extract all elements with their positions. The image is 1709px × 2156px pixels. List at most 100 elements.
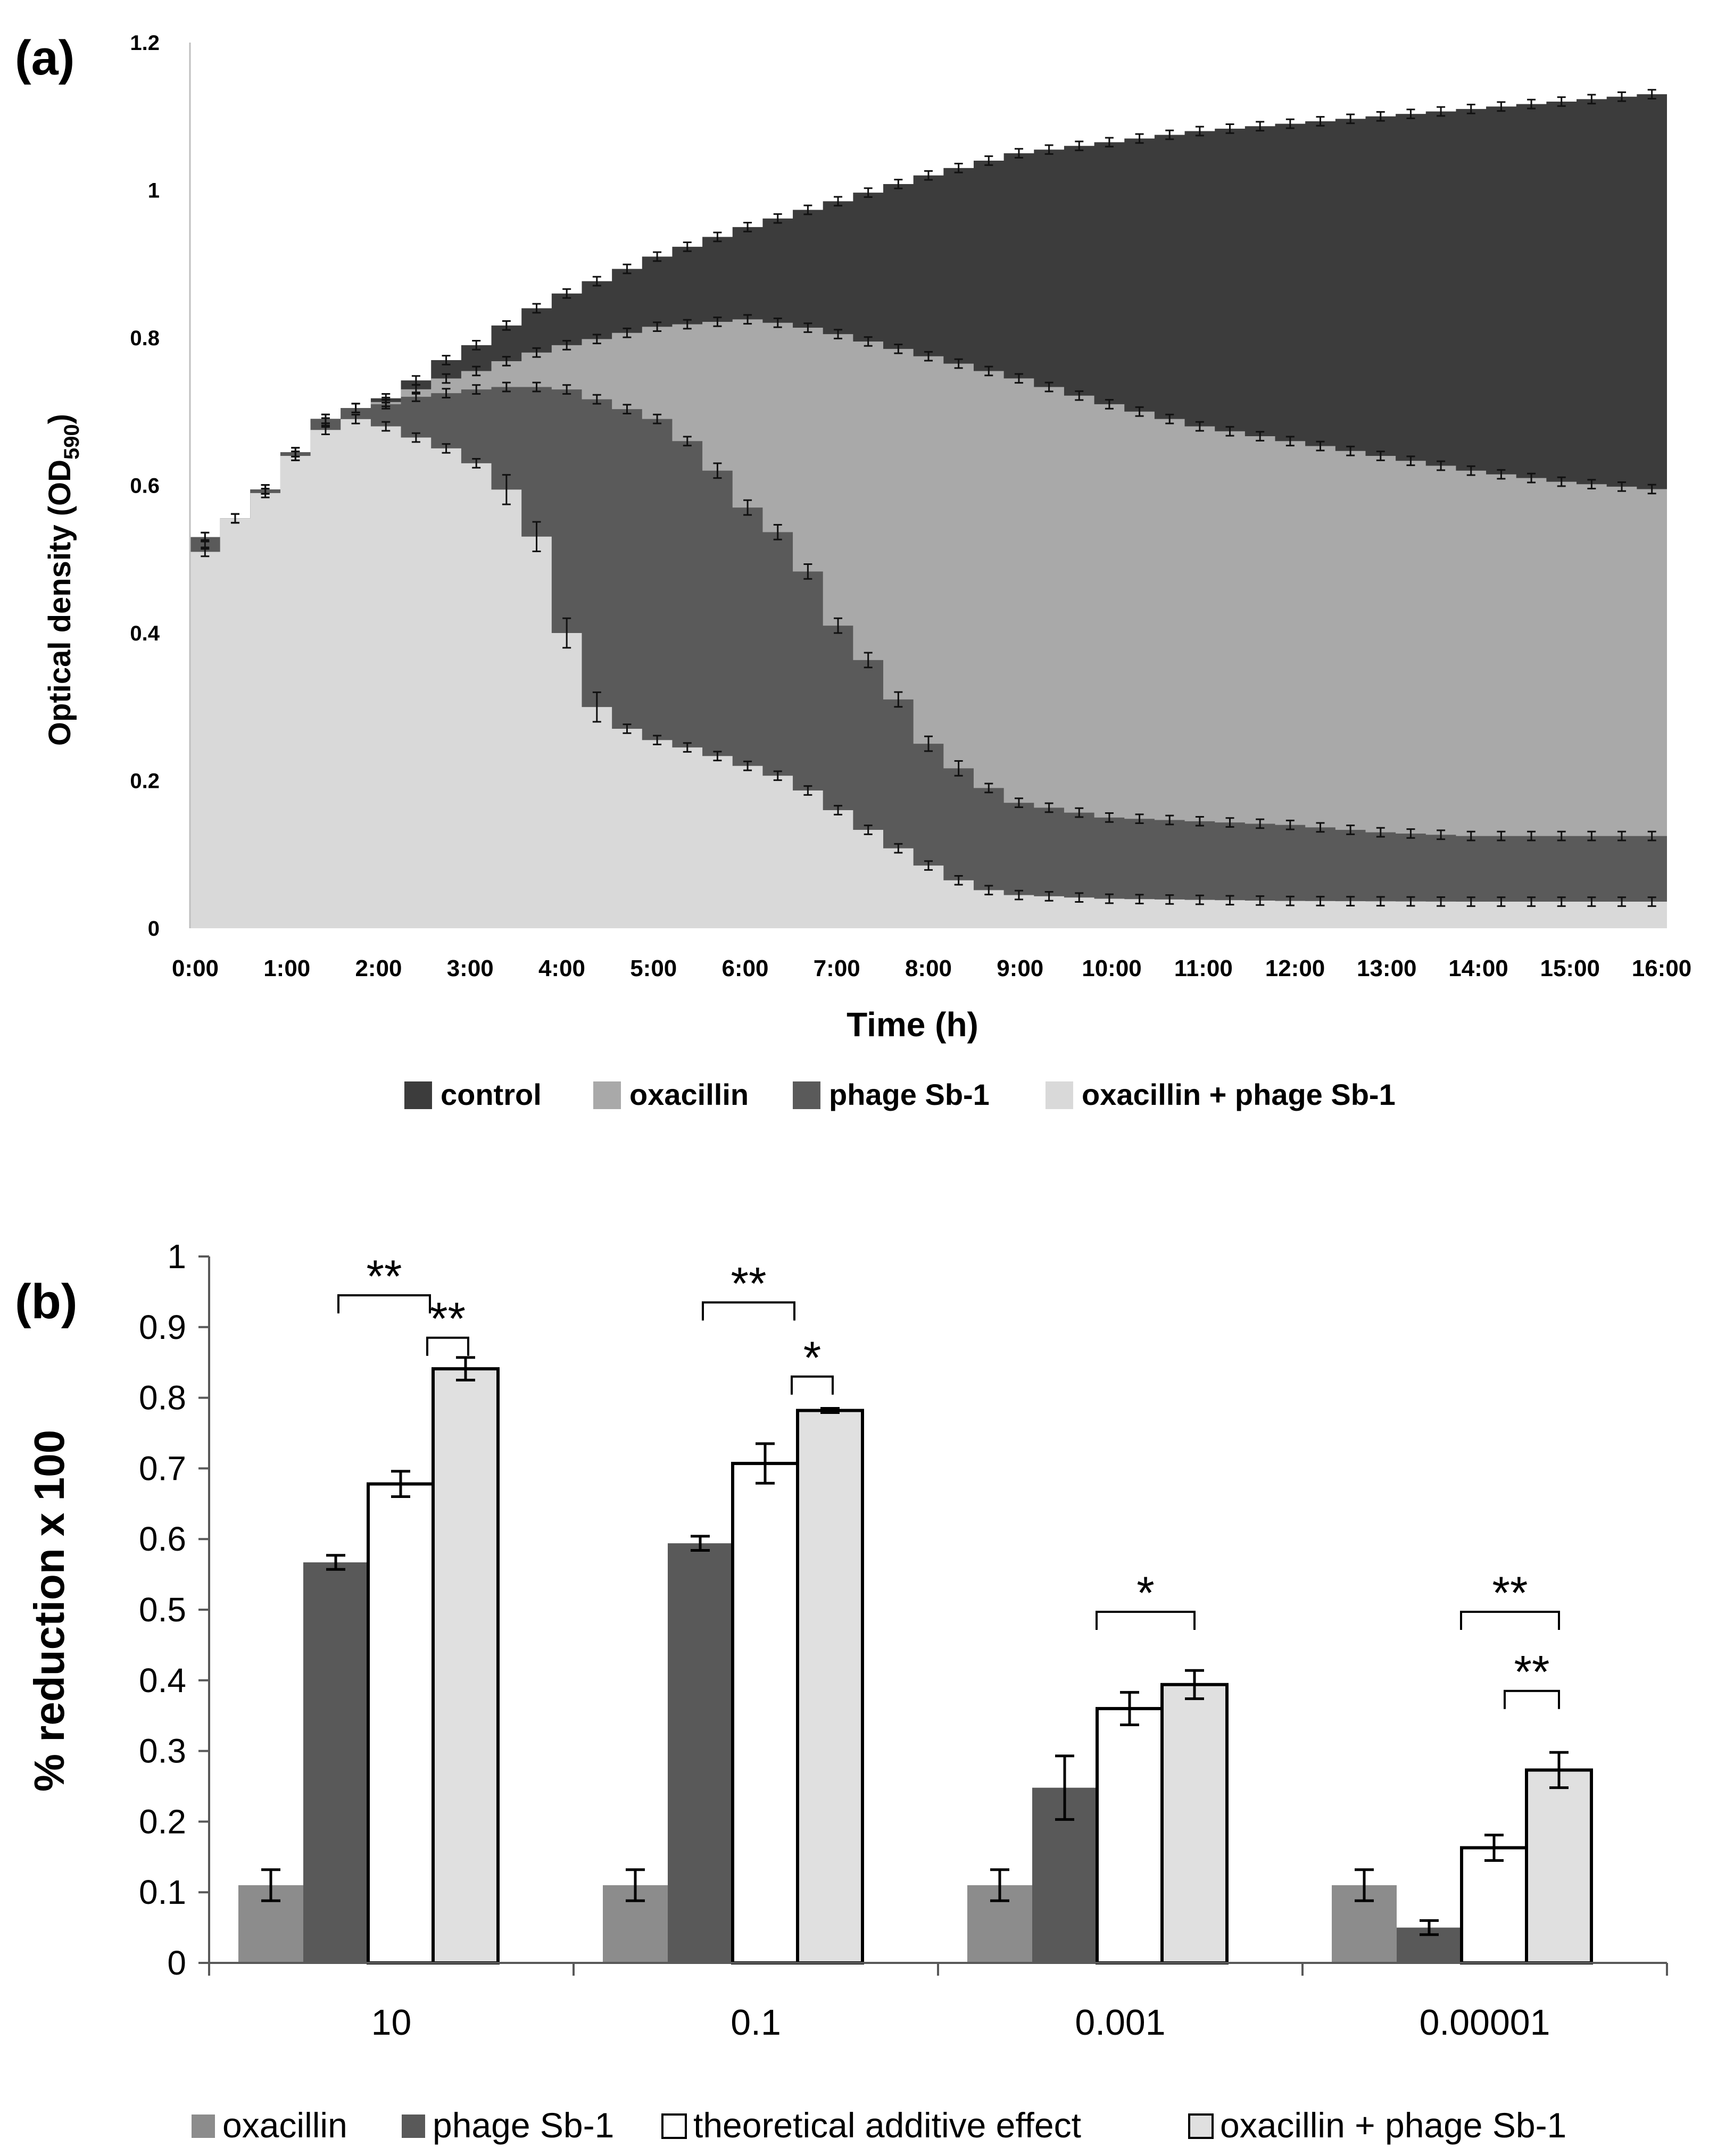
panel-b-x-ticks: 10 0.1 0.001 0.00001 — [208, 1963, 1668, 2043]
bar — [1160, 1683, 1229, 1965]
y-tick-label: 1 — [167, 1237, 186, 1276]
x-tick-label: 4:00 — [538, 955, 585, 981]
x-tick-label: 14:00 — [1448, 955, 1508, 981]
series-phage-sb-1 — [303, 1543, 1462, 1963]
significance-bracket — [1504, 1689, 1560, 1709]
x-tick-label: 0.001 — [1075, 2002, 1165, 2043]
x-tick-label: 16:00 — [1632, 955, 1692, 981]
significance-label: * — [1136, 1568, 1154, 1619]
legend-label: oxacillin + phage Sb-1 — [1220, 2105, 1566, 2145]
x-tick-label: 10 — [371, 2002, 412, 2043]
significance-label: ** — [367, 1251, 402, 1302]
error-bars-phage-sb-1 — [201, 381, 1656, 842]
legend-swatch — [1046, 1081, 1073, 1109]
legend-label: theoretical additive effect — [693, 2105, 1081, 2145]
panel-a-legend: control oxacillin phage Sb-1 oxacillin + ph… — [404, 1078, 1396, 1111]
panel-b-significance: ******** **** — [337, 1251, 1560, 1709]
y-tick-label: 0.2 — [139, 1802, 186, 1841]
legend-label: phage Sb-1 — [829, 1078, 990, 1111]
legend-swatch — [404, 1081, 432, 1109]
bar — [796, 1409, 864, 1964]
area-oxacillin-phage-sb-1 — [190, 419, 1667, 928]
bar — [668, 1543, 733, 1963]
significance-label: ** — [731, 1258, 767, 1309]
significance-bracket — [1460, 1610, 1560, 1630]
panel-a-x-axis-title: Time (h) — [847, 1005, 978, 1044]
bar — [1096, 1707, 1164, 1964]
y-tick-label: 1.2 — [130, 31, 160, 55]
legend-label: oxacillin — [222, 2105, 347, 2145]
bar — [432, 1367, 500, 1965]
x-tick-label: 10:00 — [1082, 955, 1142, 981]
significance-label: * — [803, 1333, 821, 1384]
y-tick-label: 0.6 — [130, 475, 160, 498]
legend-swatch — [661, 2113, 687, 2139]
panel-a-areas — [190, 94, 1667, 928]
x-tick-label: 8:00 — [905, 955, 952, 981]
significance-label: ** — [1514, 1647, 1550, 1698]
bar — [1460, 1846, 1528, 1964]
y-tick-label: 0 — [148, 917, 160, 940]
legend-swatch — [593, 1081, 621, 1109]
bar — [1525, 1768, 1593, 1965]
x-tick-label: 7:00 — [814, 955, 860, 981]
panel-a-error-bars — [201, 89, 1656, 907]
panel-b-bars — [238, 1367, 1593, 1965]
y-tick-label: 0.8 — [130, 327, 160, 350]
x-tick-label: 15:00 — [1540, 955, 1600, 981]
x-tick-label: 0:00 — [172, 955, 219, 981]
legend-label: control — [441, 1078, 542, 1111]
bar — [303, 1562, 368, 1963]
x-tick-label: 9:00 — [997, 955, 1043, 981]
x-tick-label: 0.00001 — [1420, 2002, 1550, 2043]
panel-a-y-axis-title: Optical density (OD590) — [43, 414, 84, 746]
y-tick-label: 0.8 — [139, 1379, 186, 1417]
y-tick-label: 0.4 — [139, 1661, 186, 1700]
error-bars-oxacillin-phage-sb-1 — [201, 414, 1656, 907]
x-tick-label: 2:00 — [355, 955, 402, 981]
y-tick-label: 0.6 — [139, 1520, 186, 1558]
legend-label: phage Sb-1 — [433, 2105, 614, 2145]
x-tick-label: 1:00 — [263, 955, 310, 981]
panel-a-y-ticks: 0 0.2 0.4 0.6 0.8 1 1.2 — [130, 31, 160, 940]
bar — [731, 1462, 799, 1964]
y-tick-label: 1 — [148, 179, 160, 203]
significance-bracket — [1096, 1610, 1196, 1630]
x-tick-label: 11:00 — [1174, 955, 1233, 981]
x-tick-label: 5:00 — [630, 955, 677, 981]
y-tick-label: 0.2 — [130, 770, 160, 793]
significance-bracket — [337, 1294, 431, 1314]
series-oxacillin-phage-sb-1 — [432, 1367, 1593, 1965]
significance-bracket — [791, 1375, 834, 1395]
series-theoretical-additive-effect — [367, 1462, 1528, 1964]
panel-b-label: (b) — [15, 1275, 77, 1329]
legend-label: oxacillin — [629, 1078, 749, 1111]
panel-b-legend: oxacillin phage Sb-1 theoretical additive … — [192, 2105, 1566, 2145]
y-tick-label: 0.4 — [130, 622, 160, 645]
legend-label: oxacillin + phage Sb-1 — [1082, 1078, 1396, 1111]
y-tick-label: 0.5 — [139, 1591, 186, 1629]
x-tick-label: 0.1 — [731, 2002, 781, 2043]
legend-swatch — [793, 1081, 820, 1109]
significance-bracket — [426, 1336, 469, 1356]
panel-b-error-bars — [261, 1356, 1569, 1936]
panel-b: (b) 00.10.20.30.40.50.60.70.80.91 10 0.1 0… — [15, 1237, 1668, 2145]
panel-a-x-ticks: 0:00 1:00 2:00 3:00 4:00 5:00 6:00 7:00 8:00 9:00… — [172, 955, 1691, 981]
panel-b-y-ticks: 0 0.1 0.2 0.3 0.4 0.5 0.6 0.7 0.8 0.9 1 — [139, 1237, 209, 1982]
x-tick-label: 6:00 — [721, 955, 768, 981]
significance-bracket — [702, 1301, 795, 1321]
y-tick-label: 0.9 — [139, 1308, 186, 1346]
x-tick-label: 12:00 — [1265, 955, 1325, 981]
x-tick-label: 3:00 — [447, 955, 494, 981]
legend-swatch — [402, 2115, 425, 2138]
significance-label: ** — [430, 1294, 466, 1345]
y-tick-label: 0.3 — [139, 1732, 186, 1770]
panel-a-label: (a) — [15, 31, 74, 85]
panel-a: (a) 0 0.2 0.4 0.6 0.8 1 1.2 0:00 1:00 2:00 3:00 4:… — [15, 31, 1691, 1111]
legend-swatch — [192, 2115, 215, 2138]
y-tick-label: 0 — [167, 1944, 186, 1982]
legend-swatch — [1188, 2113, 1214, 2139]
bar — [367, 1482, 435, 1964]
significance-label: ** — [1492, 1568, 1528, 1619]
